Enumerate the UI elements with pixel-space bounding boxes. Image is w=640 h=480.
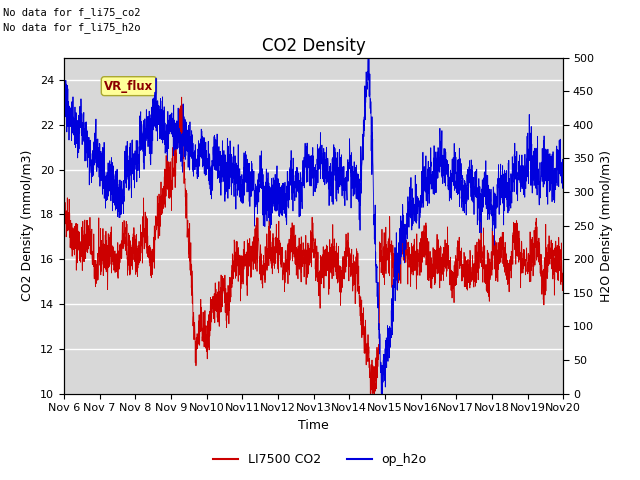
Y-axis label: H2O Density (mmol/m3): H2O Density (mmol/m3) (600, 150, 612, 301)
Y-axis label: CO2 Density (mmol/m3): CO2 Density (mmol/m3) (22, 150, 35, 301)
Text: No data for f_li75_h2o: No data for f_li75_h2o (3, 22, 141, 33)
Text: No data for f_li75_co2: No data for f_li75_co2 (3, 7, 141, 18)
Title: CO2 Density: CO2 Density (262, 36, 365, 55)
Legend: LI7500 CO2, op_h2o: LI7500 CO2, op_h2o (209, 448, 431, 471)
Text: VR_flux: VR_flux (104, 80, 154, 93)
X-axis label: Time: Time (298, 419, 329, 432)
